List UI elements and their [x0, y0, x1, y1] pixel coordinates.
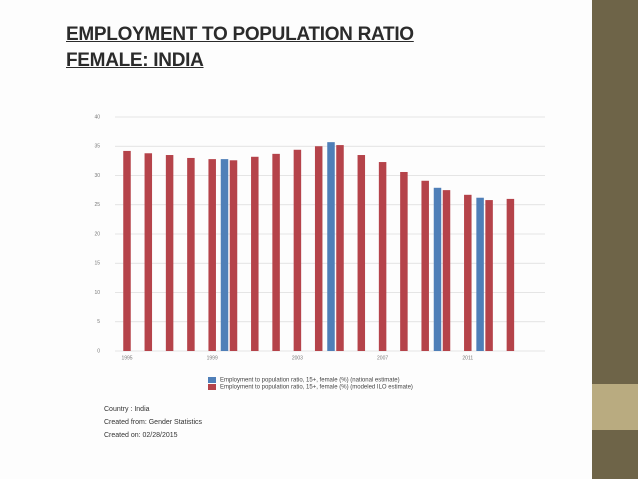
bar — [208, 159, 216, 351]
bar — [378, 162, 387, 351]
x-tick-label: 1995 — [121, 355, 132, 361]
bar — [144, 153, 153, 351]
bar — [433, 187, 442, 351]
x-tick-label: 1999 — [207, 355, 218, 361]
chart: 0 5 10 15 20 25 30 35 40 1995 1999 2003 2007 2011 Empl… — [94, 114, 545, 391]
bar — [220, 159, 229, 351]
x-tick-label: 2003 — [292, 355, 303, 361]
y-tick-label: 30 — [94, 173, 100, 179]
bar — [272, 153, 280, 351]
y-tick-label: 15 — [94, 261, 100, 267]
y-tick-label: 10 — [94, 290, 100, 296]
legend-text: Employment to population ratio, 15+, fem… — [220, 385, 413, 391]
y-tick-label: 25 — [94, 202, 100, 208]
slide-title: EMPLOYMENT TO POPULATION RATIO — [66, 24, 414, 45]
legend-swatch — [208, 384, 216, 390]
bar — [336, 145, 344, 351]
bar — [165, 155, 174, 351]
bar — [485, 200, 493, 351]
bar — [187, 157, 195, 351]
y-tick-label: 40 — [94, 114, 100, 120]
note: Country : India — [104, 406, 150, 413]
x-tick-label: 2011 — [462, 355, 473, 361]
bar — [314, 146, 323, 351]
y-tick-label: 5 — [97, 319, 100, 325]
y-tick-label: 0 — [97, 348, 100, 354]
note: Created from: Gender Statistics — [104, 419, 203, 426]
bar — [327, 142, 335, 351]
y-tick-label: 20 — [94, 231, 100, 237]
legend-swatch — [208, 377, 216, 383]
bar — [357, 155, 366, 351]
side-box — [592, 384, 638, 430]
slide-subtitle: FEMALE: INDIA — [66, 50, 204, 71]
bar — [123, 150, 131, 351]
bar — [476, 197, 484, 351]
bar — [464, 194, 472, 351]
note: Created on: 02/28/2015 — [104, 432, 178, 439]
bar — [400, 171, 408, 351]
bar — [251, 156, 259, 351]
x-tick-label: 2007 — [377, 355, 388, 361]
bar — [442, 190, 451, 351]
legend-text: Employment to population ratio, 15+, fem… — [220, 378, 400, 384]
bar — [421, 180, 429, 351]
bar — [293, 149, 302, 351]
bar — [229, 160, 238, 351]
bar — [506, 198, 515, 351]
y-tick-label: 35 — [94, 144, 100, 150]
